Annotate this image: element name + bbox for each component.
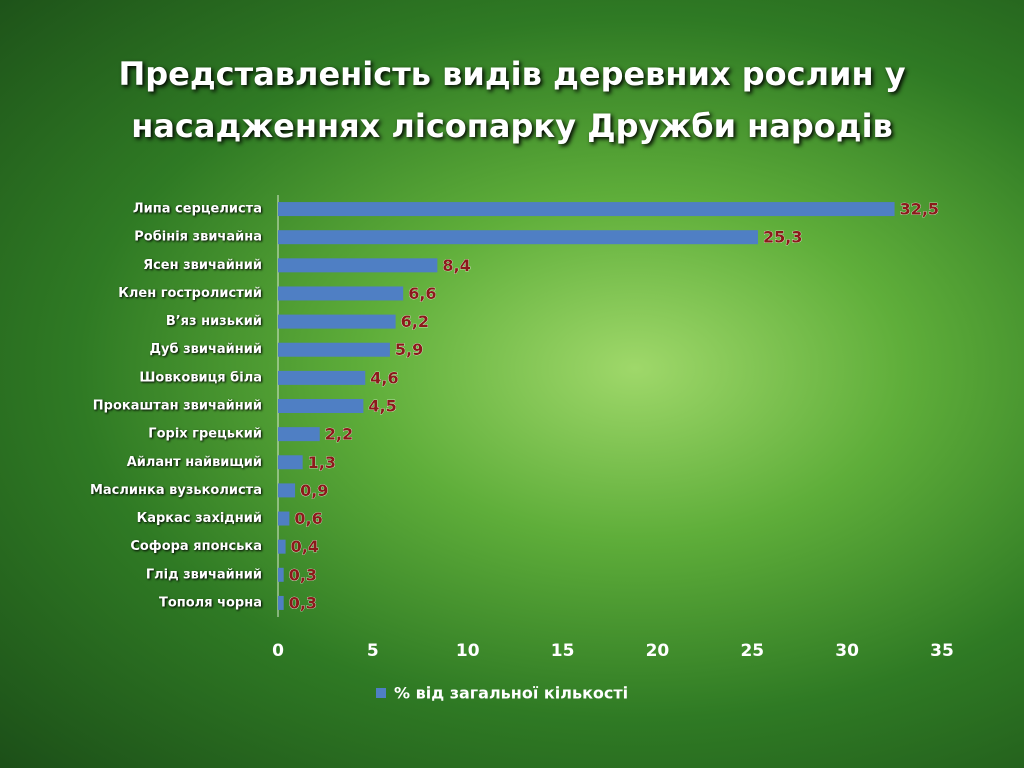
x-tick-label: 0 bbox=[272, 641, 284, 661]
bar bbox=[278, 258, 438, 273]
data-label: 8,4 bbox=[442, 256, 470, 275]
x-tick-label: 25 bbox=[740, 641, 764, 661]
x-tick-label: 5 bbox=[367, 641, 379, 661]
y-tick-label: Горіх грецький bbox=[148, 427, 262, 442]
y-tick-label: Софора японська bbox=[130, 539, 262, 554]
x-tick-label: 10 bbox=[456, 641, 480, 661]
data-label: 0,3 bbox=[289, 565, 317, 584]
bar bbox=[278, 399, 364, 413]
y-tick-label: Липа серцелиста bbox=[133, 202, 262, 217]
bar bbox=[278, 202, 895, 217]
data-label: 1,3 bbox=[308, 453, 336, 472]
bar bbox=[278, 230, 758, 245]
bar bbox=[278, 595, 284, 610]
data-label: 6,6 bbox=[408, 284, 436, 303]
x-tick-label: 35 bbox=[930, 641, 954, 661]
data-label: 32,5 bbox=[900, 200, 939, 219]
y-tick-label: Дуб звичайний bbox=[149, 342, 262, 357]
data-label: 0,4 bbox=[291, 537, 319, 556]
y-tick-label: Глід звичайний bbox=[146, 567, 262, 582]
legend-swatch bbox=[376, 688, 386, 698]
data-label: 5,9 bbox=[395, 340, 423, 359]
data-label: 6,2 bbox=[401, 312, 429, 331]
data-label: 0,9 bbox=[300, 481, 328, 500]
bar bbox=[278, 427, 320, 442]
data-label: 0,6 bbox=[294, 509, 322, 528]
bar bbox=[278, 539, 286, 554]
data-label: 25,3 bbox=[763, 228, 802, 247]
x-tick-label: 20 bbox=[646, 641, 670, 661]
y-tick-label: В’яз низький bbox=[166, 314, 262, 329]
y-tick-label: Клен гостролистий bbox=[118, 286, 262, 301]
y-tick-label: Тополя чорна bbox=[159, 595, 262, 610]
data-label: 4,5 bbox=[368, 397, 396, 416]
bar bbox=[278, 455, 303, 470]
data-label: 4,6 bbox=[370, 368, 398, 387]
data-label: 0,3 bbox=[289, 593, 317, 612]
y-tick-label: Робінія звичайна bbox=[134, 230, 262, 245]
bar bbox=[278, 370, 366, 385]
y-tick-label: Шовковиця біла bbox=[139, 370, 262, 385]
data-label: 2,2 bbox=[325, 425, 353, 444]
bar bbox=[278, 483, 296, 498]
bar bbox=[278, 314, 396, 329]
y-tick-label: Ясен звичайний bbox=[143, 258, 262, 273]
bar bbox=[278, 511, 290, 526]
legend-label: % від загальної кількості bbox=[394, 684, 628, 703]
y-tick-label: Айлант найвищий bbox=[127, 455, 262, 470]
bar bbox=[278, 286, 404, 301]
chart-title: Представленість видів деревних рослин у … bbox=[118, 55, 906, 145]
bar bbox=[278, 567, 284, 582]
y-tick-label: Прокаштан звичайний bbox=[93, 399, 262, 414]
y-tick-label: Каркас західний bbox=[137, 511, 262, 526]
x-tick-label: 15 bbox=[551, 641, 575, 661]
y-tick-label: Маслинка вузьколиста bbox=[90, 483, 262, 498]
x-tick-label: 30 bbox=[835, 641, 859, 661]
bar bbox=[278, 342, 390, 357]
